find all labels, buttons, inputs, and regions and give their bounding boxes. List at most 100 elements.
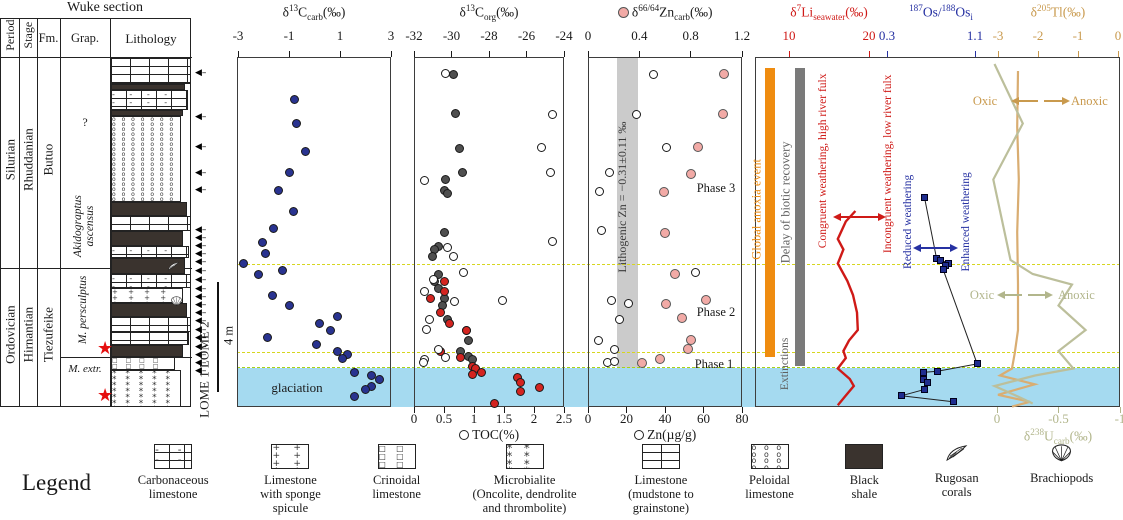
os-data-square [919,368,927,376]
phase2-label: Phase 2 [696,305,736,319]
sample-arrow-icon: ◀– [195,300,207,310]
data-point [360,385,370,394]
sample-arrow-icon: ◀– [195,225,207,235]
axis-title: δ66/64Zncarb(‰) [570,3,760,22]
data-point [456,352,466,362]
axis-tick [788,51,790,57]
data-point [516,386,526,396]
sample-arrow-icon: ◀– [195,316,207,326]
litho-block-crinoidal: □ □ □ □ □ □ □ □ □ □ □ □ □ □ □ □ □ □ □ □ … [111,357,175,370]
data-point [450,108,460,118]
data-point [623,299,633,309]
data-point [440,352,450,362]
os-range-arrow-head-left [913,243,921,252]
tick-label: 0.8 [682,28,699,43]
legend-title: Legend [22,470,91,495]
os-range-arrow-head-right [950,243,958,252]
data-point [375,374,385,384]
rugosan-coral-icon [945,444,968,467]
axis-tick [413,407,415,413]
data-point [448,251,458,261]
tick-label: 20 [620,411,633,426]
legend-item-label: Brachiopods [1030,471,1094,485]
phase1-label: Phase 1 [694,357,734,371]
legend-item-label: Peloidal limestone [745,473,794,501]
tick-label: -1 [1114,411,1123,426]
data-point [594,335,604,345]
litho-block-carbonaceous: - - - - - - - - - - - - - - - - - - - - … [111,246,189,258]
data-point [421,324,431,334]
data-point [490,399,500,408]
data-point [658,187,669,198]
open-circle-icon [633,430,644,440]
tick-label: -30 [442,28,461,43]
axis-tick [587,407,589,413]
sample-arrow-icon: ◀– [195,358,207,368]
axis-tick [886,51,888,57]
extinction-star-icon: ★ [97,385,114,406]
sample-arrow-icon: ◀– [195,350,207,360]
tick-label: -0.5 [1048,411,1069,426]
data-point [535,383,545,393]
column-divider [37,18,38,407]
legend-item-label: Limestone with sponge spicule [260,473,321,515]
sample-arrow-icon: ◀– [195,284,207,294]
column-divider [110,18,111,407]
data-point [648,69,658,79]
data-point [301,147,311,156]
os-data-square [937,256,945,264]
sample-arrow-icon: ◀– [195,325,207,335]
data-point [445,318,455,328]
os-data-square [920,193,928,201]
data-point [614,314,624,324]
data-point [661,299,672,310]
data-point [420,286,430,296]
os-data-square [973,360,981,368]
legend: - - - - - - - - - - - - - - - - - - - - … [112,444,1119,515]
data-point [349,367,359,377]
oxic-arrow-top-line [1018,100,1038,102]
tick-label: 40 [658,411,672,426]
legend-swatch-crinoidal: □ □ □ □ □ □ □ □ □ □ □ □ □ □ □ □ □ □ □ □ … [377,444,416,469]
axis-tick [413,51,415,57]
data-point [605,168,615,178]
data-point [458,168,468,177]
curve-d7li-seawater [836,210,860,407]
legend-item-label: Crinoidal limestone [372,473,421,501]
table-border [0,18,191,407]
sample-arrow-icon: ◀– [195,342,207,352]
tick-label: 0 [993,411,1001,426]
data-point [670,268,681,279]
data-point [262,332,272,342]
axis-tick [703,407,704,413]
tick-label: 20 [862,28,876,43]
sample-arrow-icon: ◀– [195,266,207,276]
coral-icon [167,261,180,274]
data-point [311,339,321,349]
grap-mextr: M. extr. [68,363,102,375]
legend-swatch-shale [845,444,884,469]
legend-item: Black shale [845,444,884,501]
os-data-square [897,392,905,400]
axis-title: TOC(%) [394,427,584,443]
litho-block-limestone [111,317,191,332]
data-point [693,142,704,153]
data-point [454,143,464,153]
scale-bar [217,282,219,392]
axis-tick [1037,51,1039,57]
axis-title: δ13Corg(‰) [459,3,519,23]
tick-label: 60 [697,411,710,426]
axis-tick [451,51,452,57]
sample-arrow-icon: ◀– [195,185,207,195]
phase-boundary-line [237,264,1120,265]
data-point [547,236,557,246]
legend-swatch-carbonaceous: - - - - - - - - - - - - - - - - - - - - … [154,444,193,469]
axis-tick [1117,51,1119,57]
axis-title: δ7Liseawater(‰) [790,3,868,23]
data-point [654,354,665,365]
congruent-weathering-label: Congruent weathering, high river fulx [817,73,830,248]
data-point [609,357,619,366]
open-circle-icon [458,430,469,440]
tick-label: 3 [387,28,395,43]
os-data-square [924,379,932,387]
